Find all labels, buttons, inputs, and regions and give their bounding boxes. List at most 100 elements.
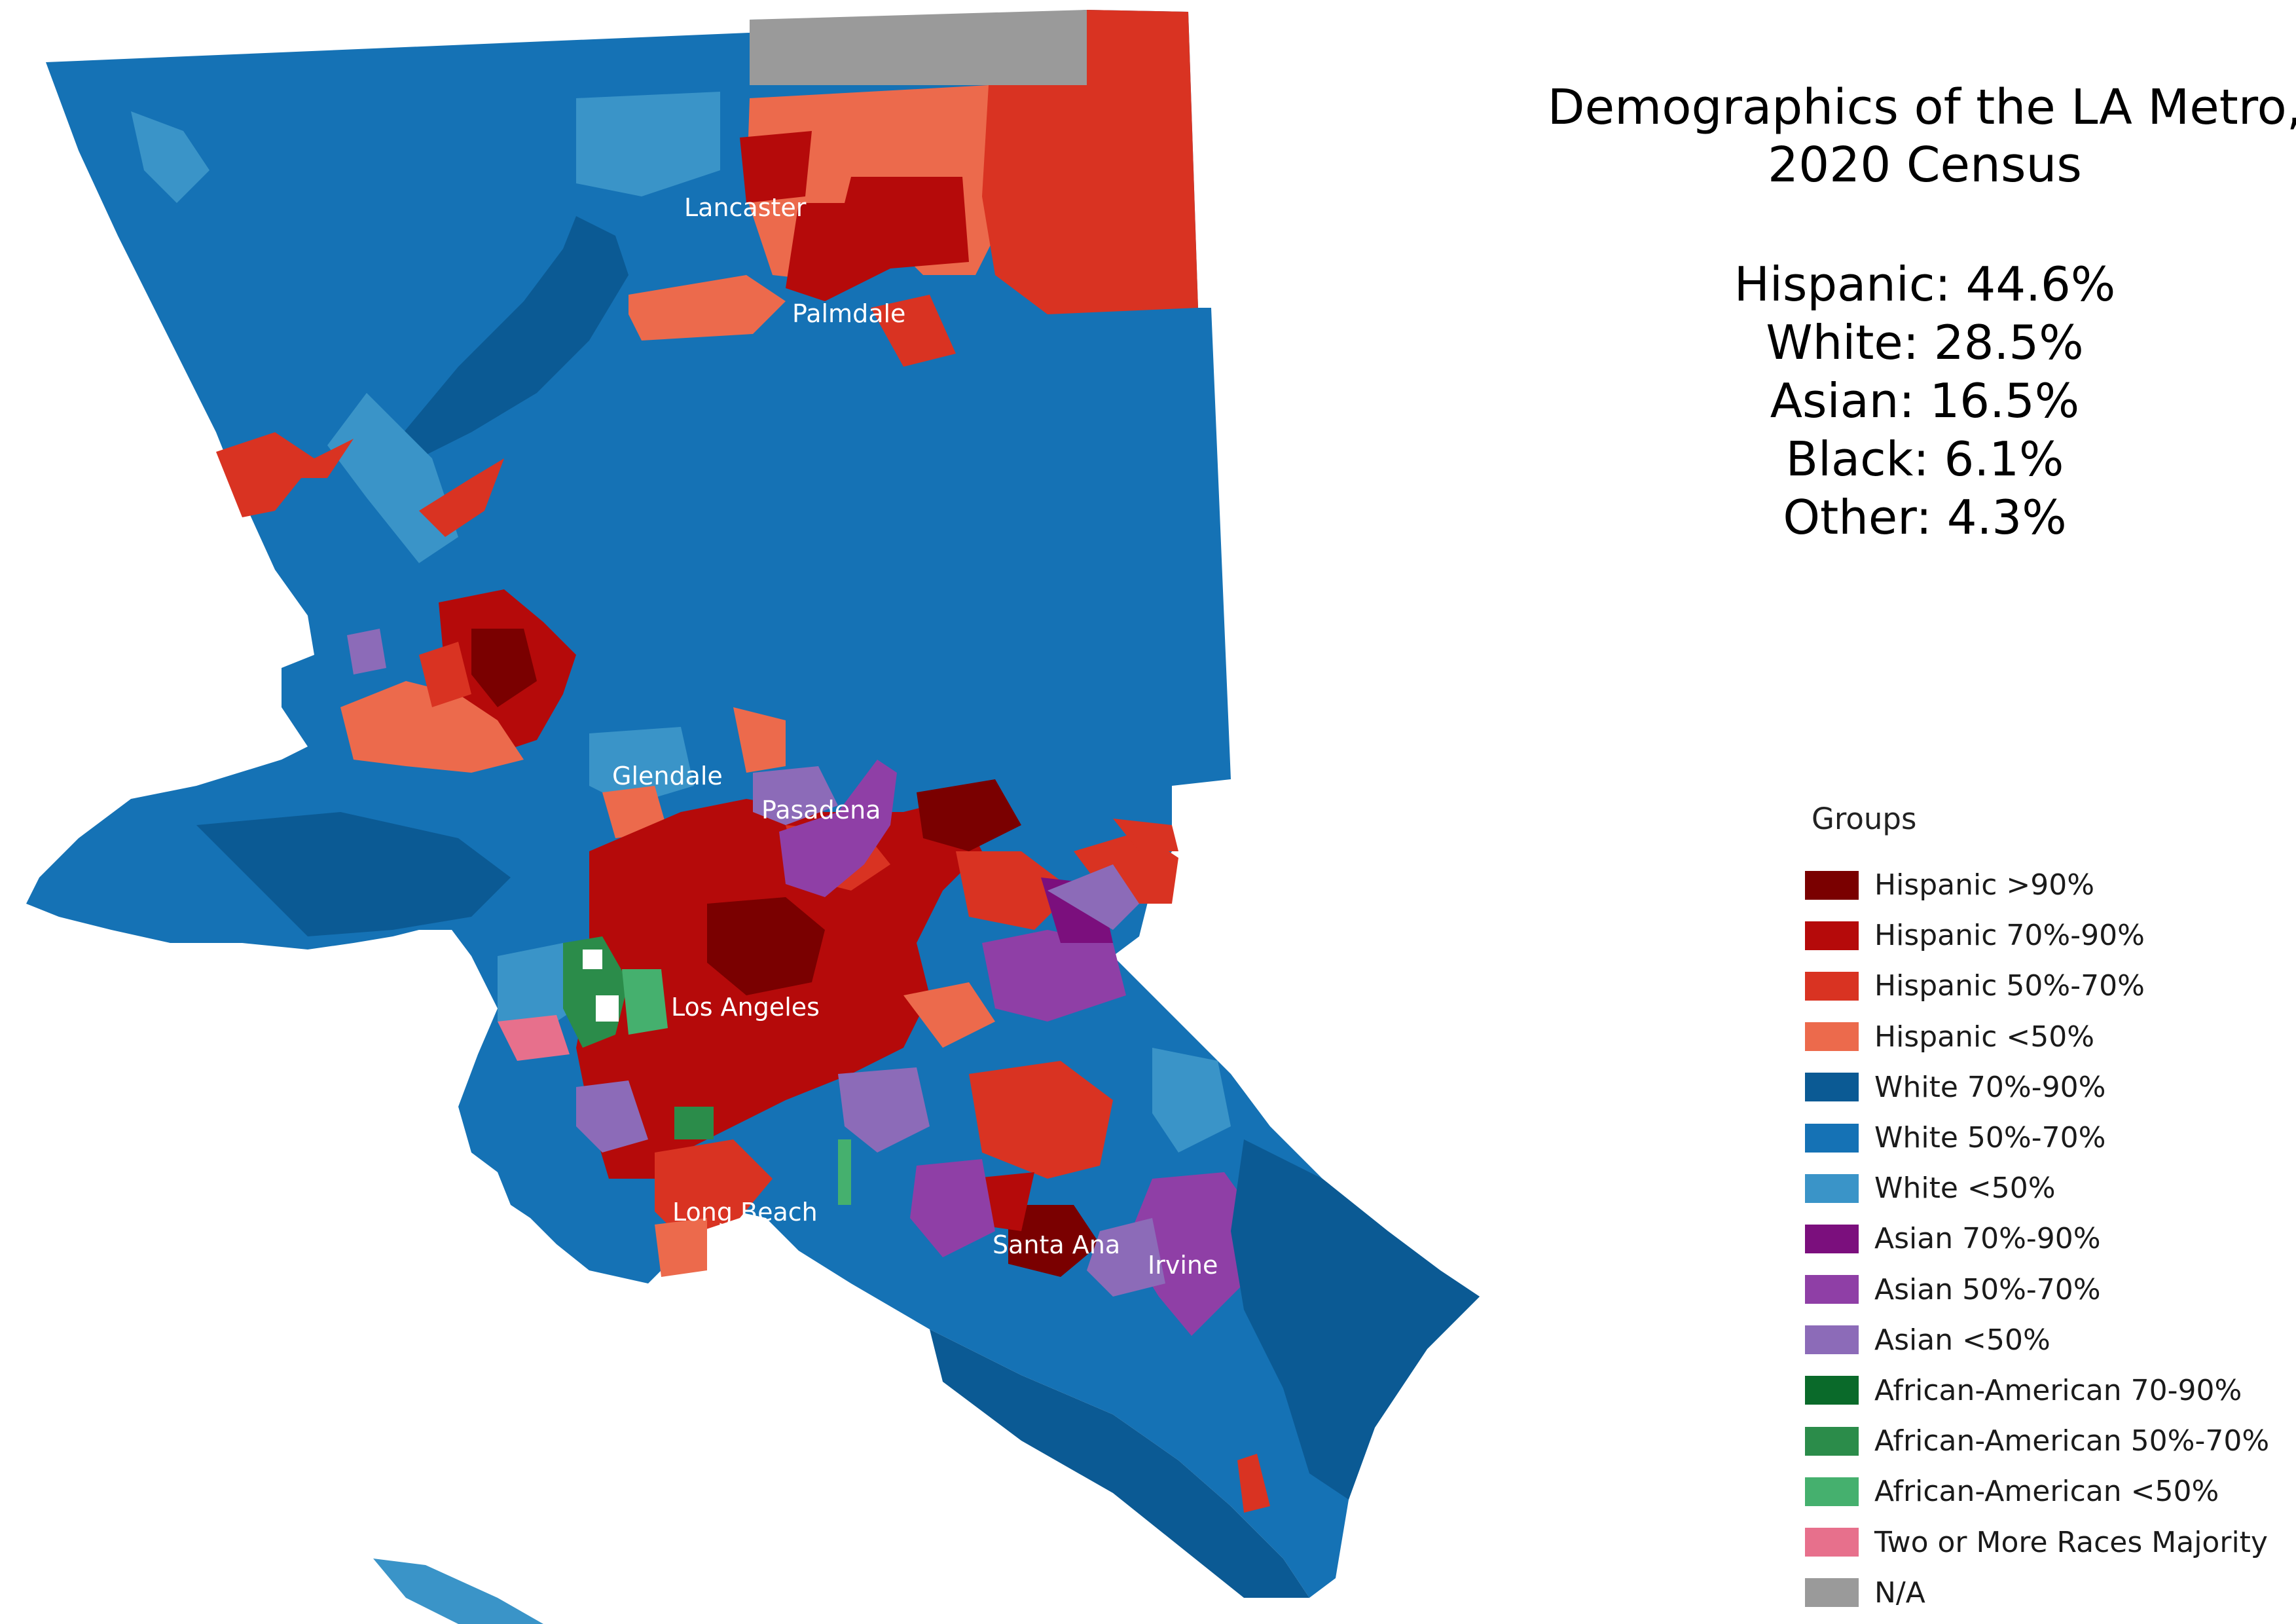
region-asian-medium: [910, 1159, 995, 1257]
island: [373, 1559, 543, 1624]
region-asian-light: [1087, 1218, 1165, 1297]
region-hispanic-medium: [419, 458, 504, 537]
region-asian-light: [753, 766, 838, 825]
region-asian-light: [576, 1080, 648, 1153]
legend-swatch: [1805, 1528, 1859, 1557]
region-hispanic-light: [340, 681, 524, 773]
stat-other: Other: 4.3%: [1783, 490, 2067, 545]
legend-swatch: [1805, 1123, 1859, 1153]
legend-label: Hispanic >90%: [1874, 868, 2095, 902]
region-na: [750, 10, 1087, 85]
legend-swatch: [1805, 1426, 1859, 1456]
legend-swatch: [1805, 1022, 1859, 1052]
region-two-or-more: [498, 1015, 570, 1061]
legend-label: White 50%-70%: [1874, 1121, 2106, 1155]
region-white-dark: [1231, 1139, 1480, 1500]
legend-item: Hispanic <50%: [1805, 1012, 2289, 1062]
stat-white: White: 28.5%: [1766, 315, 2084, 370]
region-asian-light: [1048, 864, 1139, 930]
region-african-american-light: [838, 1139, 851, 1205]
legend-item: Hispanic 50%-70%: [1805, 961, 2289, 1011]
legend-label: African-American 50%-70%: [1874, 1424, 2270, 1458]
legend: Groups Hispanic >90% Hispanic 70%-90% Hisp…: [1805, 802, 2289, 1618]
legend-swatch: [1805, 870, 1859, 900]
summary-stats: Hispanic: 44.6% White: 28.5% Asian: 16.5…: [1493, 255, 2296, 547]
region-hispanic-very-strong: [471, 629, 537, 707]
legend-item: Asian <50%: [1805, 1315, 2289, 1365]
region-white-light: [576, 92, 720, 196]
legend-label: African-American <50%: [1874, 1475, 2219, 1509]
stat-hispanic: Hispanic: 44.6%: [1734, 257, 2116, 312]
region-hispanic-light: [655, 1218, 707, 1277]
legend-swatch: [1805, 1325, 1859, 1355]
region-white-dark: [930, 1329, 1309, 1598]
legend-item: African-American 50%-70%: [1805, 1416, 2289, 1466]
region-hispanic-medium: [871, 295, 956, 367]
region-white-light: [589, 727, 694, 805]
legend-label: African-American 70-90%: [1874, 1373, 2242, 1407]
legend-item: Asian 50%-70%: [1805, 1264, 2289, 1315]
region-african-american-light: [622, 969, 668, 1035]
legend-label: Hispanic <50%: [1874, 1020, 2095, 1054]
legend-item: N/A: [1805, 1568, 2289, 1618]
legend-item: Hispanic 70%-90%: [1805, 910, 2289, 961]
region-no-data: [583, 950, 602, 969]
region-white-dark: [196, 812, 511, 936]
region-hispanic-medium: [956, 851, 1074, 930]
region-hispanic-very-strong: [1008, 1205, 1100, 1277]
legend-item: White 70%-90%: [1805, 1062, 2289, 1113]
legend-label: White 70%-90%: [1874, 1070, 2106, 1104]
legend-swatch: [1805, 921, 1859, 950]
legend-swatch: [1805, 1224, 1859, 1253]
region-hispanic-light: [629, 275, 786, 341]
region-african-american-medium: [674, 1107, 714, 1139]
legend-swatch: [1805, 971, 1859, 1001]
legend-item: African-American <50%: [1805, 1466, 2289, 1517]
region-hispanic-medium: [655, 1139, 773, 1238]
region-white-light: [327, 393, 458, 563]
region-hispanic-medium: [1237, 1454, 1270, 1513]
legend-item: Asian 70%-90%: [1805, 1213, 2289, 1264]
region-white-light: [498, 943, 576, 1035]
region-hispanic-medium: [216, 432, 354, 517]
map-title: Demographics of the LA Metro, 2020 Censu…: [1493, 79, 2296, 194]
stat-asian: Asian: 16.5%: [1770, 373, 2080, 428]
legend-swatch: [1805, 1477, 1859, 1506]
region-no-data: [596, 995, 619, 1022]
legend-swatch: [1805, 1073, 1859, 1102]
region-hispanic-light: [903, 982, 995, 1048]
region-asian-medium: [779, 760, 897, 897]
legend-item: White <50%: [1805, 1163, 2289, 1213]
legend-swatch: [1805, 1173, 1859, 1203]
legend-label: Hispanic 50%-70%: [1874, 969, 2145, 1003]
legend-swatch: [1805, 1578, 1859, 1608]
legend-items: Hispanic >90% Hispanic 70%-90% Hispanic 50…: [1805, 860, 2289, 1618]
region-hispanic-strong: [740, 131, 812, 203]
region-asian-light: [838, 1067, 930, 1153]
region-hispanic-medium: [419, 642, 471, 707]
legend-item: Hispanic >90%: [1805, 860, 2289, 910]
region-white-light: [131, 111, 210, 203]
stat-black: Black: 6.1%: [1785, 432, 2064, 487]
region-hispanic-medium: [969, 1061, 1113, 1179]
legend-item: Two or More Races Majority: [1805, 1517, 2289, 1567]
legend-label: Asian 50%-70%: [1874, 1272, 2101, 1306]
region-hispanic-strong: [786, 177, 969, 301]
legend-label: Two or More Races Majority: [1874, 1525, 2268, 1559]
legend-swatch: [1805, 1275, 1859, 1304]
legend-swatch: [1805, 1376, 1859, 1405]
region-white-light: [1152, 1048, 1231, 1153]
region-hispanic-very-strong: [707, 897, 825, 995]
title-line: Demographics of the LA Metro,: [1547, 79, 2296, 136]
title-line: 2020 Census: [1768, 137, 2082, 193]
region-asian-light: [347, 629, 386, 674]
region-white-dark: [393, 216, 629, 458]
legend-label: Asian <50%: [1874, 1323, 2050, 1357]
legend-label: White <50%: [1874, 1172, 2056, 1206]
region-hispanic-light: [733, 707, 786, 773]
legend-label: N/A: [1874, 1576, 1925, 1610]
legend-title: Groups: [1812, 802, 1917, 836]
region-hispanic-very-strong: [917, 779, 1021, 851]
region-hispanic-medium: [982, 10, 1198, 314]
